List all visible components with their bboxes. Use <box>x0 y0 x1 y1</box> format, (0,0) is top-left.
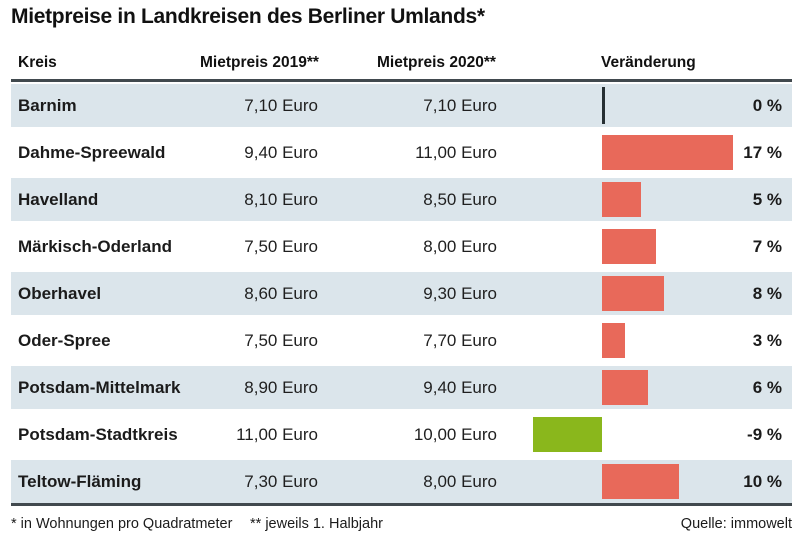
row-district: Teltow-Fläming <box>18 471 142 491</box>
row-district: Barnim <box>18 95 77 115</box>
row-district: Oberhavel <box>18 283 102 303</box>
change-bar <box>602 370 649 405</box>
row-price-2019: 7,50 Euro <box>244 330 318 350</box>
row-district: Potsdam-Mittelmark <box>18 377 181 397</box>
table-row: Oder-Spree 7,50 Euro 7,70 Euro 3 % <box>11 319 792 362</box>
row-price-2020: 8,50 Euro <box>423 189 497 209</box>
row-price-2019: 7,30 Euro <box>244 471 318 491</box>
row-district: Märkisch-Oderland <box>18 236 172 256</box>
row-change-percent: -9 % <box>747 424 782 444</box>
row-price-2020: 11,00 Euro <box>415 142 497 162</box>
change-bar <box>602 182 641 217</box>
row-district: Potsdam-Stadtkreis <box>18 424 178 444</box>
table-row: Märkisch-Oderland 7,50 Euro 8,00 Euro 7 … <box>11 225 792 268</box>
row-change-percent: 6 % <box>752 377 782 397</box>
table-row: Barnim 7,10 Euro 7,10 Euro 0 % <box>11 84 792 127</box>
row-price-2020: 10,00 Euro <box>413 424 497 444</box>
footnote-double-asterisk: ** jeweils 1. Halbjahr <box>250 516 383 532</box>
row-change-percent: 8 % <box>752 283 782 303</box>
table-row: Dahme-Spreewald 9,40 Euro 11,00 Euro 17 … <box>11 131 792 174</box>
change-bar <box>602 323 626 358</box>
table-row: Teltow-Fläming 7,30 Euro 8,00 Euro 10 % <box>11 460 792 503</box>
row-change-percent: 7 % <box>752 236 782 256</box>
table-header: Kreis Mietpreis 2019** Mietpreis 2020** … <box>0 54 800 74</box>
column-header-change: Veränderung <box>601 54 696 71</box>
table-row: Potsdam-Mittelmark 8,90 Euro 9,40 Euro 6… <box>11 366 792 409</box>
row-price-2020: 8,00 Euro <box>423 236 497 256</box>
row-price-2020: 8,00 Euro <box>423 471 497 491</box>
row-change-percent: 0 % <box>752 95 782 115</box>
page-title: Mietpreise in Landkreisen des Berliner U… <box>11 5 485 28</box>
row-price-2019: 7,50 Euro <box>244 236 318 256</box>
row-price-2019: 8,10 Euro <box>244 189 318 209</box>
source-credit: Quelle: immowelt <box>680 516 792 532</box>
change-bar <box>602 276 664 311</box>
change-bar <box>532 417 602 452</box>
table-row: Havelland 8,10 Euro 8,50 Euro 5 % <box>11 178 792 221</box>
row-price-2019: 8,90 Euro <box>244 377 318 397</box>
table-row: Oberhavel 8,60 Euro 9,30 Euro 8 % <box>11 272 792 315</box>
row-price-2020: 9,40 Euro <box>423 377 497 397</box>
table-row: Potsdam-Stadtkreis 11,00 Euro 10,00 Euro… <box>11 413 792 456</box>
change-bar <box>602 87 605 124</box>
row-price-2019: 8,60 Euro <box>244 283 318 303</box>
row-price-2020: 7,70 Euro <box>423 330 497 350</box>
row-price-2019: 7,10 Euro <box>244 95 318 115</box>
row-change-percent: 5 % <box>752 189 782 209</box>
column-header-kreis: Kreis <box>18 54 57 71</box>
row-change-percent: 17 % <box>743 142 782 162</box>
column-header-2019: Mietpreis 2019** <box>200 54 319 71</box>
row-price-2019: 11,00 Euro <box>236 424 318 444</box>
header-divider <box>11 79 792 82</box>
row-district: Dahme-Spreewald <box>18 142 166 162</box>
row-change-percent: 3 % <box>752 330 782 350</box>
row-change-percent: 10 % <box>743 471 782 491</box>
row-price-2020: 7,10 Euro <box>423 95 497 115</box>
footnotes: * in Wohnungen pro Quadratmeter ** jewei… <box>0 516 800 536</box>
change-bar <box>602 229 656 264</box>
footnote-asterisk: * in Wohnungen pro Quadratmeter <box>11 516 233 532</box>
row-price-2020: 9,30 Euro <box>423 283 497 303</box>
change-bar <box>602 464 679 499</box>
table-bottom-divider <box>11 503 792 506</box>
row-district: Oder-Spree <box>18 330 111 350</box>
column-header-2020: Mietpreis 2020** <box>377 54 496 71</box>
row-price-2019: 9,40 Euro <box>244 142 318 162</box>
row-district: Havelland <box>18 189 99 209</box>
table-body: Barnim 7,10 Euro 7,10 Euro 0 % Dahme-Spr… <box>11 84 792 507</box>
change-bar <box>602 135 733 170</box>
